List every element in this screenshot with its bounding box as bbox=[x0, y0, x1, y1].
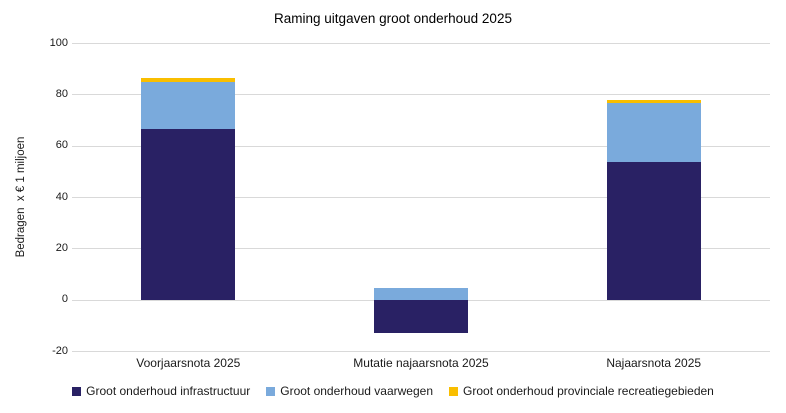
y-tick-label: 20 bbox=[55, 241, 68, 254]
x-axis-label: Voorjaarsnota 2025 bbox=[136, 356, 241, 370]
legend-swatch-icon bbox=[72, 386, 82, 396]
chart-title: Raming uitgaven groot onderhoud 2025 bbox=[274, 11, 512, 26]
legend: Groot onderhoud infrastructuur Groot onde… bbox=[0, 384, 786, 398]
bar-segment bbox=[141, 81, 236, 129]
y-tick-label: 100 bbox=[49, 36, 68, 49]
bar-segment bbox=[606, 162, 701, 300]
y-tick-label: 40 bbox=[55, 190, 68, 203]
bar-segment bbox=[374, 288, 468, 300]
legend-label: Groot onderhoud provinciale recreatiegeb… bbox=[463, 384, 714, 398]
gridline bbox=[72, 94, 770, 96]
legend-label: Groot onderhoud infrastructuur bbox=[86, 384, 251, 398]
legend-swatch-icon bbox=[449, 386, 459, 396]
gridline bbox=[72, 248, 770, 250]
legend-item: Groot onderhoud provinciale recreatiegeb… bbox=[449, 384, 714, 398]
y-tick-label: -20 bbox=[52, 344, 68, 357]
bar-segment bbox=[141, 129, 236, 300]
x-axis-label: Najaarsnota 2025 bbox=[606, 356, 702, 370]
y-tick-label: 60 bbox=[55, 139, 68, 152]
legend-label: Groot onderhoud vaarwegen bbox=[280, 384, 434, 398]
bar-segment bbox=[606, 103, 701, 163]
y-tick-label: 80 bbox=[55, 87, 68, 100]
x-axis-label: Mutatie najaarsnota 2025 bbox=[353, 356, 489, 370]
bar-segment bbox=[374, 299, 468, 334]
gridline bbox=[72, 43, 770, 44]
gridline bbox=[72, 145, 770, 147]
gridline bbox=[72, 197, 770, 198]
bar-segment bbox=[141, 77, 236, 82]
legend-item: Groot onderhoud infrastructuur bbox=[72, 384, 250, 398]
y-tick-label: 0 bbox=[61, 293, 68, 306]
gridline bbox=[72, 351, 770, 352]
bar-segment bbox=[606, 99, 701, 104]
y-axis-title: Bedragen x € 1 miljoen bbox=[15, 136, 27, 258]
legend-swatch-icon bbox=[266, 386, 276, 396]
legend-item: Groot onderhoud vaarwegen bbox=[266, 384, 433, 398]
